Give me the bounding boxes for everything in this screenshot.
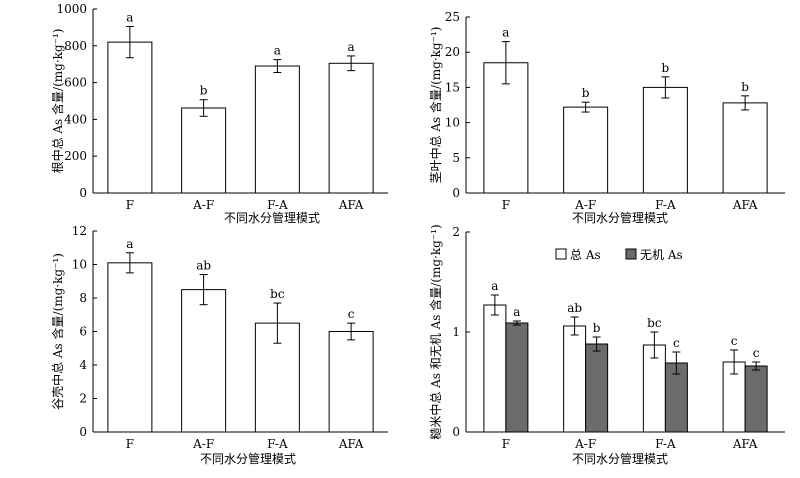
y-tick-label: 12 bbox=[72, 224, 87, 238]
bar bbox=[642, 86, 688, 194]
legend-swatch bbox=[625, 248, 637, 260]
y-tick-label: 4 bbox=[79, 358, 87, 372]
bar bbox=[107, 41, 153, 194]
x-tick-label: AFA bbox=[338, 437, 364, 451]
x-tick-label: AFA bbox=[732, 437, 758, 451]
x-axis-label: 不同水分管理模式 bbox=[224, 210, 320, 225]
y-tick-label: 0 bbox=[452, 425, 460, 439]
significance-letter: a bbox=[502, 26, 509, 40]
bar bbox=[563, 325, 587, 433]
y-tick-label: 5 bbox=[452, 151, 460, 165]
x-tick-label: F-A bbox=[655, 198, 676, 212]
x-tick-label: F-A bbox=[655, 437, 676, 451]
x-axis-label: 不同水分管理模式 bbox=[572, 210, 668, 225]
significance-letter: a bbox=[126, 10, 133, 24]
significance-letter: b bbox=[200, 84, 208, 98]
bar bbox=[744, 365, 768, 433]
chart-panel-1: 0 200 400 600 800 1000 根中总 As 含量/(mg·kg⁻¹) 不同水分… bbox=[50, 2, 388, 225]
y-axis-label: 糙米中总 As 和无机 As 含量/(mg·kg⁻¹) bbox=[428, 224, 443, 439]
x-tick-label: F bbox=[126, 437, 134, 451]
x-axis-label: 不同水分管理模式 bbox=[200, 451, 296, 466]
significance-letter: bc bbox=[270, 287, 285, 301]
y-tick-label: 20 bbox=[445, 45, 460, 59]
x-tick-label: A-F bbox=[574, 437, 596, 451]
significance-letter: ab bbox=[567, 301, 582, 315]
bar bbox=[107, 262, 153, 433]
significance-letter: ab bbox=[196, 259, 211, 273]
y-axis-label: 谷壳中总 As 含量/(mg·kg⁻¹) bbox=[50, 253, 65, 410]
y-tick-label: 2 bbox=[79, 392, 87, 406]
x-tick-label: A-F bbox=[574, 198, 596, 212]
bar bbox=[254, 65, 300, 194]
legend-swatch bbox=[555, 248, 567, 260]
y-tick-label: 600 bbox=[64, 76, 87, 90]
x-tick-label: F bbox=[502, 198, 510, 212]
y-tick-label: 8 bbox=[79, 291, 87, 305]
y-tick-label: 10 bbox=[72, 258, 87, 272]
significance-letter: a bbox=[274, 44, 281, 58]
significance-letter: c bbox=[348, 307, 355, 321]
chart-panel-3: 0 2 4 6 8 10 12 谷壳中总 As 含量/(mg·kg⁻¹) 不同水分管理模式 Fa A… bbox=[50, 224, 388, 466]
x-tick-label: AFA bbox=[732, 198, 758, 212]
significance-letter: c bbox=[731, 334, 738, 348]
y-tick-label: 2 bbox=[452, 225, 460, 239]
significance-letter: c bbox=[673, 336, 680, 350]
bar bbox=[563, 106, 609, 194]
y-axis-label: 根中总 As 含量/(mg·kg⁻¹) bbox=[50, 29, 65, 174]
significance-letter: c bbox=[753, 346, 760, 360]
y-tick-label: 1 bbox=[452, 325, 460, 339]
y-axis-label: 茎叶中总 As 含量/(mg·kg⁻¹) bbox=[428, 27, 443, 184]
y-tick-label: 800 bbox=[64, 39, 87, 53]
bar bbox=[505, 322, 529, 433]
significance-letter: a bbox=[513, 305, 520, 319]
bar bbox=[181, 107, 227, 194]
x-tick-label: F-A bbox=[267, 198, 288, 212]
y-tick-label: 25 bbox=[445, 10, 460, 24]
bar bbox=[585, 343, 609, 433]
bar bbox=[483, 304, 507, 433]
legend-label: 总 As bbox=[570, 248, 601, 262]
y-tick-label: 0 bbox=[452, 186, 460, 200]
bar bbox=[483, 62, 529, 194]
significance-letter: b bbox=[662, 61, 670, 75]
y-tick-label: 6 bbox=[79, 325, 87, 339]
y-tick-label: 0 bbox=[79, 425, 87, 439]
bar bbox=[722, 102, 768, 194]
legend-label: 无机 As bbox=[640, 248, 683, 262]
significance-letter: a bbox=[491, 279, 498, 293]
y-tick-label: 0 bbox=[79, 186, 87, 200]
significance-letter: b bbox=[741, 80, 749, 94]
x-tick-label: A-F bbox=[192, 198, 214, 212]
significance-letter: a bbox=[348, 40, 355, 54]
chart-panel-4: 0 1 2 糙米中总 As 和无机 As 含量/(mg·kg⁻¹) 不同水分管理模式 Fa… bbox=[428, 224, 785, 466]
bar bbox=[181, 289, 227, 433]
x-tick-label: F bbox=[126, 198, 134, 212]
y-tick-label: 400 bbox=[64, 112, 87, 126]
bar bbox=[328, 331, 374, 433]
y-tick-label: 1000 bbox=[56, 2, 87, 16]
x-tick-label: F bbox=[502, 437, 510, 451]
x-tick-label: A-F bbox=[192, 437, 214, 451]
y-tick-label: 200 bbox=[64, 149, 87, 163]
y-tick-label: 15 bbox=[445, 80, 460, 94]
x-tick-label: F-A bbox=[267, 437, 288, 451]
significance-letter: b bbox=[593, 321, 601, 335]
significance-letter: a bbox=[126, 237, 133, 251]
significance-letter: b bbox=[582, 86, 590, 100]
bar bbox=[328, 62, 374, 194]
x-tick-label: AFA bbox=[338, 198, 364, 212]
y-tick-label: 10 bbox=[445, 116, 460, 130]
x-axis-label: 不同水分管理模式 bbox=[572, 451, 668, 466]
significance-letter: bc bbox=[647, 316, 662, 330]
